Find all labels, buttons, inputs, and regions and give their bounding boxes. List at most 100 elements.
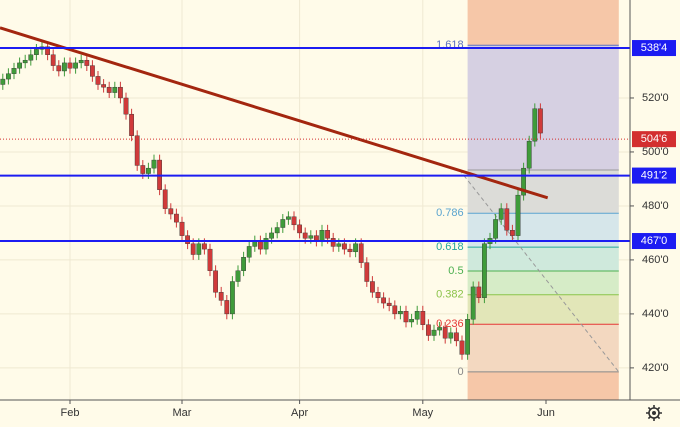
candle-body [274, 227, 280, 234]
fib-zone [467, 294, 619, 325]
candle-body [0, 78, 6, 85]
candle-body [521, 167, 527, 196]
fib-zone [467, 324, 619, 372]
fib-label: 1.618 [436, 39, 464, 51]
y-tick-label: 420'0 [642, 362, 669, 374]
candle-body [286, 216, 291, 220]
candle-body [28, 54, 34, 61]
candle-body [22, 59, 28, 64]
candle-body [101, 84, 107, 88]
fib-label: 0.618 [436, 241, 464, 253]
fib-label: 0.236 [436, 318, 464, 330]
candle-body [56, 65, 62, 72]
candle-body [129, 113, 134, 136]
candle-body [162, 189, 168, 209]
candle-body [526, 140, 532, 169]
candle-body [538, 108, 543, 134]
price-tag-label: 467'0 [641, 235, 668, 247]
candle-body [246, 246, 252, 258]
candle-body [235, 270, 241, 282]
fib-zone [467, 45, 619, 171]
candle-body [11, 68, 17, 74]
fib-label: 0 [457, 366, 463, 378]
candle-body [532, 108, 538, 142]
candle-body [347, 248, 353, 253]
price-tag-label: 538'4 [641, 42, 668, 54]
candle-body [117, 86, 123, 99]
candle-body [470, 286, 476, 320]
candle-body [431, 329, 437, 336]
candle-body [398, 311, 403, 315]
candle-body [308, 235, 314, 239]
fib-label: 0.382 [436, 289, 464, 301]
candle-body [106, 86, 112, 93]
candle-body [409, 319, 414, 323]
candle-body [78, 59, 84, 64]
price-tag [632, 40, 676, 57]
candle-body [17, 62, 22, 69]
y-tick-label: 440'0 [642, 308, 669, 320]
candle-body [134, 135, 140, 166]
candle-body [403, 311, 409, 323]
fib-label: 0.786 [436, 207, 464, 219]
candle-body [420, 311, 426, 325]
candle-body [173, 213, 179, 223]
fib-zone [467, 0, 619, 46]
candle-body [258, 240, 263, 250]
candle-body [498, 208, 504, 220]
x-tick-label: Jun [537, 407, 555, 419]
candle-body [291, 216, 297, 226]
y-tick-label: 520'0 [642, 92, 669, 104]
candle-body [280, 219, 286, 228]
candle-body [414, 311, 420, 320]
settings-icon[interactable] [646, 405, 662, 421]
candle-body [207, 248, 213, 271]
candle-body [229, 281, 235, 315]
candle-body [454, 332, 459, 342]
candle-body [201, 243, 207, 250]
y-tick-label: 480'0 [642, 200, 669, 212]
candle-body [336, 243, 342, 247]
candle-body [151, 159, 157, 169]
candle-body [224, 300, 230, 315]
candle-body [342, 243, 347, 250]
x-tick-label: Mar [173, 407, 192, 419]
candle-body [364, 262, 370, 282]
price-tag-label: 491'2 [641, 169, 668, 181]
candle-body [442, 327, 448, 339]
candle-body [50, 54, 56, 66]
candle-body [84, 59, 90, 66]
candle-body [370, 281, 375, 293]
candle-body [5, 73, 11, 80]
x-tick-label: May [412, 407, 433, 419]
price-tag [632, 233, 676, 250]
candle-body [269, 232, 274, 239]
fib-label: 0.5 [448, 265, 463, 277]
candle-body [123, 97, 129, 115]
candle-body [62, 62, 67, 72]
candle-body [386, 302, 392, 307]
candle-body [476, 286, 482, 298]
candle-body [325, 230, 330, 239]
candle-body [504, 208, 510, 231]
price-tag-label: 504'6 [641, 133, 668, 145]
candle-body [297, 224, 302, 234]
x-tick-label: Feb [61, 407, 80, 419]
fib-trend [459, 169, 620, 373]
candle-body [140, 165, 146, 174]
candle-body [459, 340, 465, 355]
candle-body [89, 65, 95, 77]
trendline [0, 26, 549, 200]
candle-body [437, 327, 442, 331]
y-tick-label: 460'0 [642, 254, 669, 266]
candle-body [218, 292, 224, 301]
candle-body [493, 219, 498, 239]
candle-body [185, 235, 190, 244]
candle-body [190, 243, 196, 255]
candle-body [34, 49, 39, 55]
candle-body [73, 62, 79, 69]
candle-body [241, 257, 246, 271]
candle-body [67, 62, 73, 69]
x-tick-label: Apr [291, 407, 308, 419]
